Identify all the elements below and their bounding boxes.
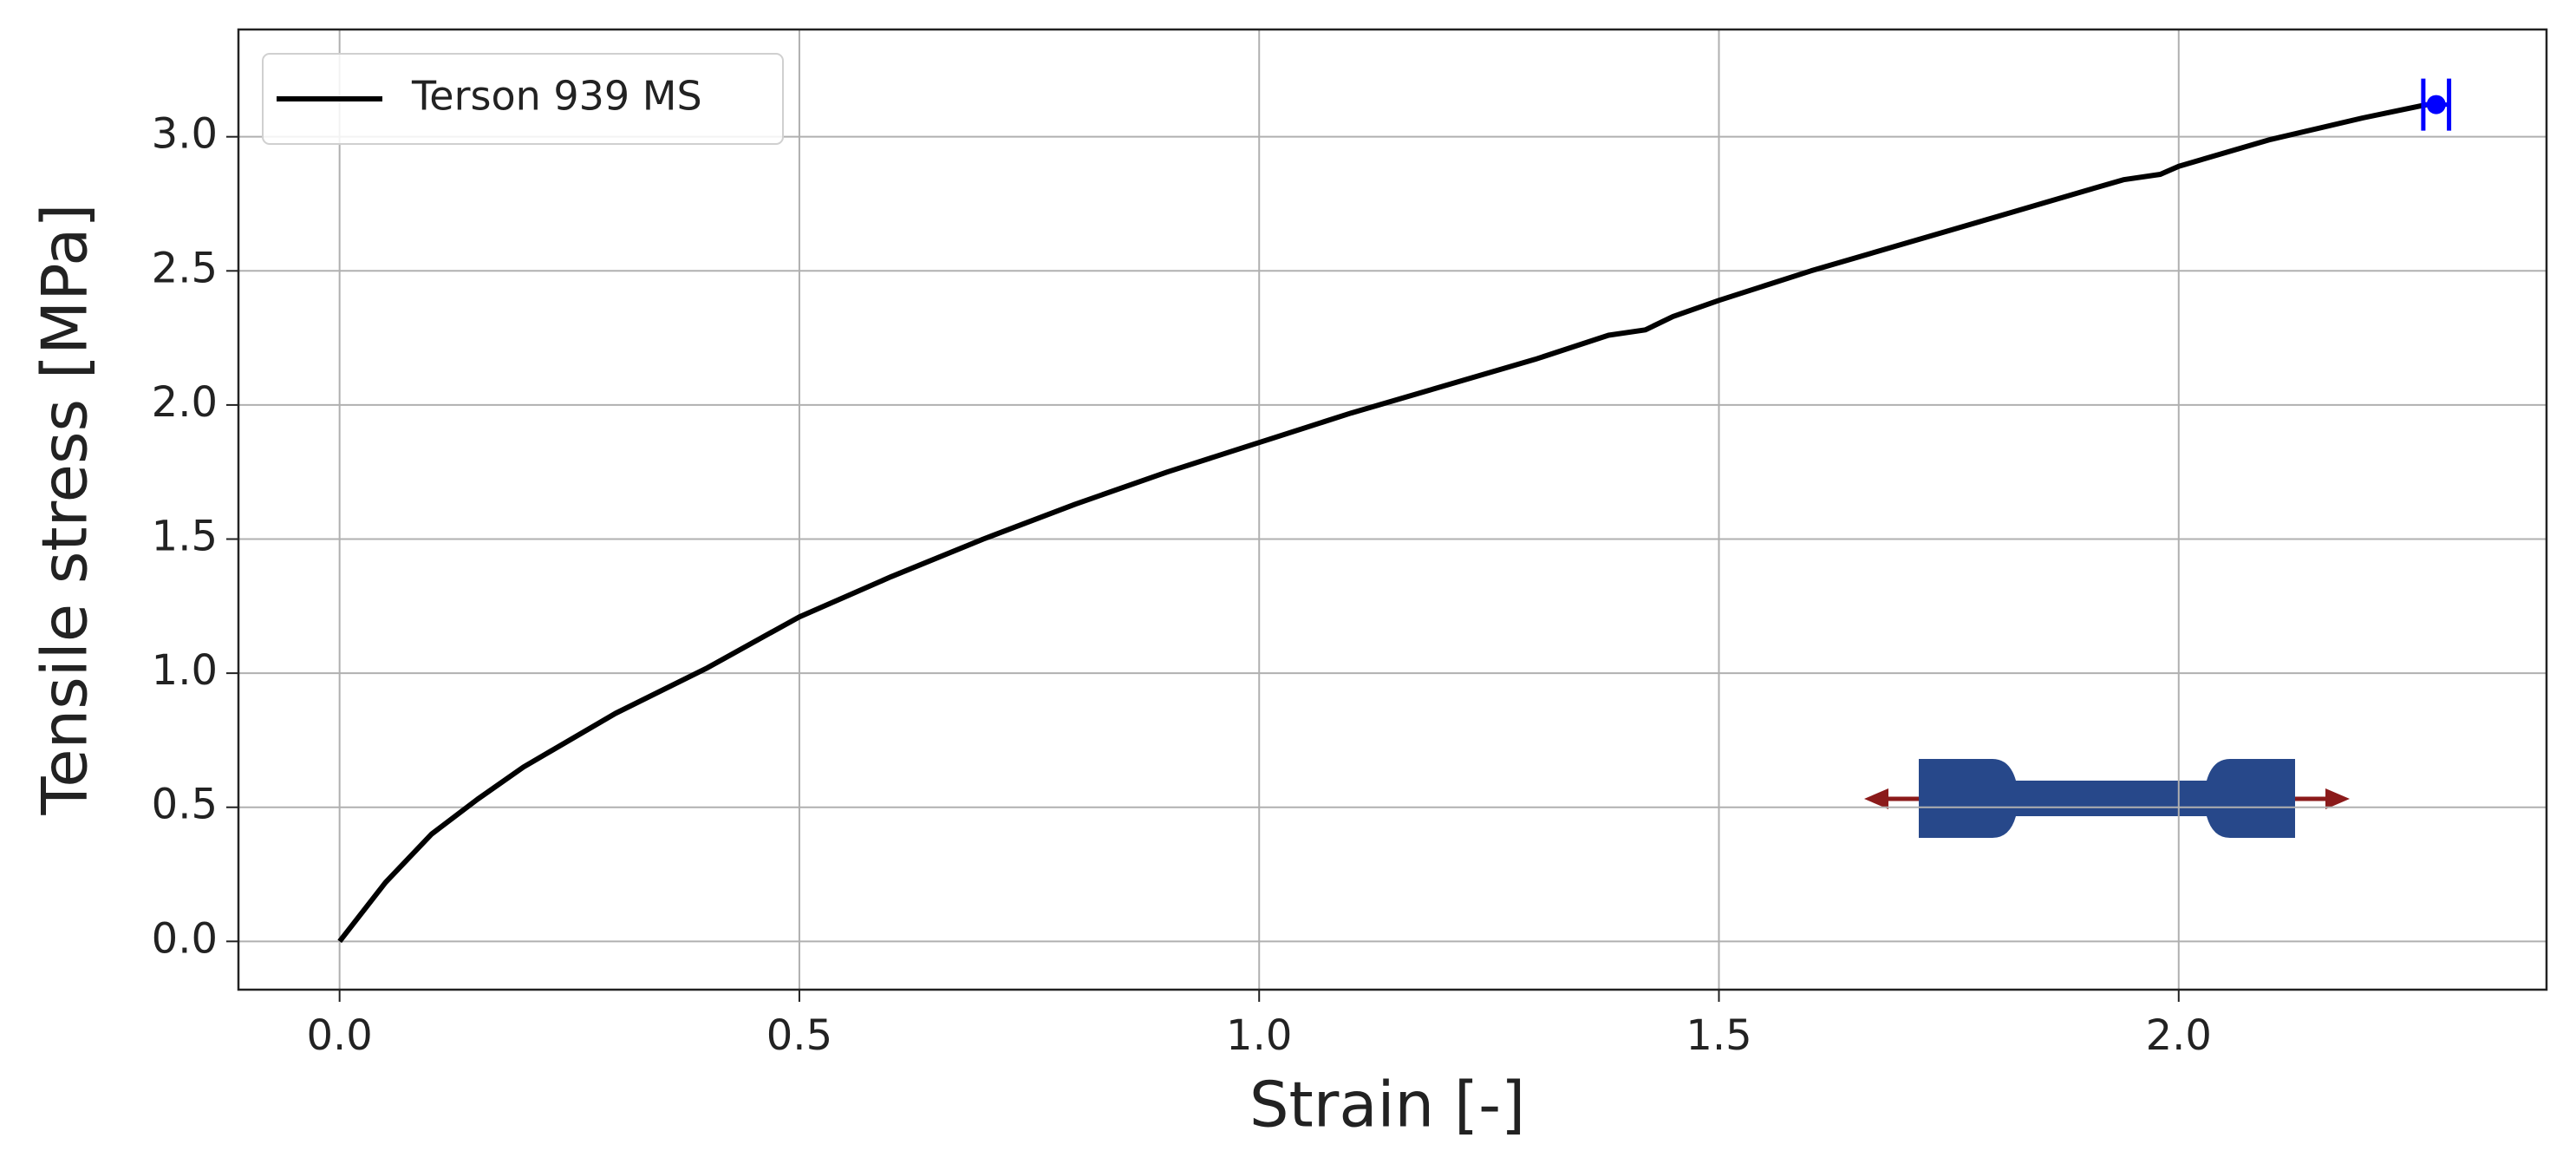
- specimen-icon: [1864, 759, 2350, 838]
- y-tick-label: 2.5: [152, 244, 218, 292]
- y-axis-label: Tensile stress [MPa]: [29, 204, 101, 816]
- y-tick-label: 1.0: [152, 646, 218, 695]
- x-axis-label: Strain [-]: [1249, 1069, 1525, 1141]
- plot-frame: [237, 28, 2548, 991]
- y-tick-label: 3.0: [152, 110, 218, 159]
- x-tick-label: 1.5: [1686, 1011, 1751, 1060]
- y-tick-label: 2.0: [152, 378, 218, 427]
- y-tick-label: 0.0: [152, 914, 218, 963]
- x-tick-label: 2.0: [2146, 1011, 2212, 1060]
- line: [337, 101, 2428, 944]
- y-tick-label: 0.5: [152, 781, 218, 829]
- x-tick-label: 0.5: [766, 1011, 832, 1060]
- x-tick-label: 0.0: [306, 1011, 372, 1060]
- legend-box: [262, 53, 784, 145]
- legend-label: Terson 939 MS: [411, 73, 702, 120]
- x-tick-label: 1.0: [1226, 1011, 1292, 1060]
- end-point: [2426, 95, 2446, 114]
- y-tick-label: 1.5: [152, 513, 218, 561]
